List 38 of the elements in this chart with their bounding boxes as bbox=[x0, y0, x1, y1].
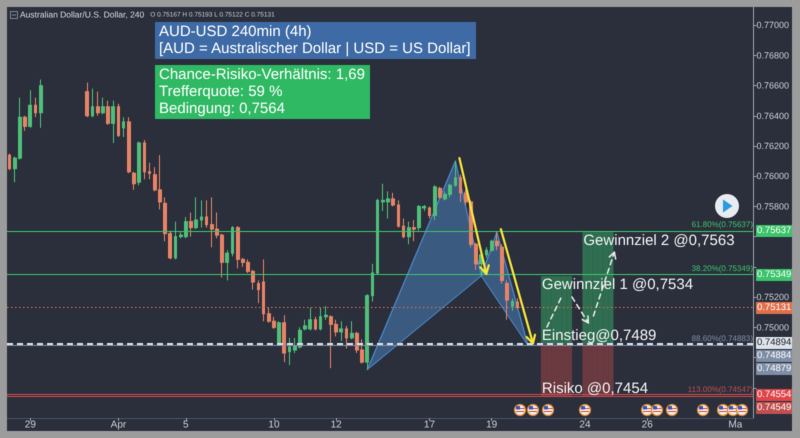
y-tick-label: 0.76200 bbox=[756, 141, 790, 152]
x-tick-label: 12 bbox=[330, 420, 342, 430]
annotation: 0.74884 bbox=[756, 350, 792, 362]
annotation: Chance-Risiko-Verhältnis: 1,69 Trefferquote: 59 % Bedingung: 0,7564 bbox=[155, 65, 370, 119]
x-tick-label: 19 bbox=[486, 420, 498, 430]
y-tick-label: 0.75000 bbox=[756, 322, 790, 332]
y-tick-label: 0.76400 bbox=[756, 110, 790, 121]
annotation: Einstieg@0,7489 bbox=[542, 326, 656, 344]
annotation: 88.60%(0.74883) bbox=[692, 334, 753, 344]
x-tick-label: Ma bbox=[728, 420, 743, 430]
annotation: 113.00%(0.74547) bbox=[688, 384, 753, 394]
chart-title: Australian Dollar/U.S. Dollar, 240 bbox=[20, 10, 145, 20]
x-tick-label: 24 bbox=[579, 420, 591, 430]
ref-line-label: 0.75349 bbox=[756, 268, 792, 281]
annotation: Gewinnziel 1 @0,7534 bbox=[542, 276, 694, 293]
ref-line-label: 0.75637 bbox=[756, 225, 792, 238]
y-tick-label: 0.76600 bbox=[756, 80, 790, 91]
annotation: AUD-USD 240min (4h) [AUD = Australischer Dollar | USD = US Dollar] bbox=[155, 22, 476, 59]
y-tick-label: 0.75200 bbox=[756, 292, 790, 302]
x-tick-label: 10 bbox=[268, 420, 280, 430]
x-tick-label: Apr bbox=[110, 420, 127, 430]
y-tick-label: 0.76800 bbox=[756, 50, 790, 60]
annotation: 0.74549 bbox=[756, 402, 792, 414]
x-tick-label: 5 bbox=[183, 420, 190, 430]
x-tick-label: 17 bbox=[424, 420, 436, 430]
ref-line-label: 0.75131 bbox=[756, 302, 792, 314]
y-tick-label: 0.77000 bbox=[756, 20, 790, 30]
annotation: Risiko @0,7454 bbox=[542, 380, 648, 397]
x-tick-label: 29 bbox=[24, 420, 36, 430]
annotation: 38.20%(0.75349) bbox=[692, 264, 753, 273]
ref-line-label: 0.74894 bbox=[756, 337, 792, 350]
annotation: Gewinnziel 2 @0,7563 bbox=[583, 232, 735, 250]
y-tick-label: 0.76000 bbox=[756, 171, 790, 182]
text: 0.74879 bbox=[756, 363, 792, 376]
y-tick-label: 0.75800 bbox=[756, 201, 790, 212]
x-tick-label: 26 bbox=[642, 420, 654, 430]
ref-line-label: 0.74554 bbox=[756, 388, 792, 401]
annotation: 61.80%(0.75637) bbox=[692, 220, 753, 230]
